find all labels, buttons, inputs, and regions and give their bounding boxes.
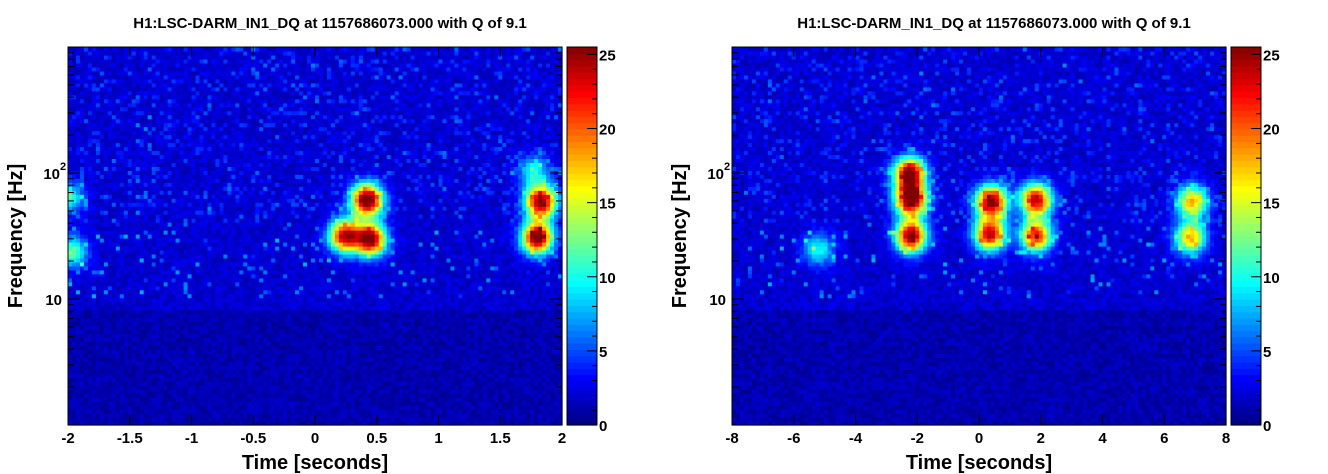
colorbar-tick-label: 10: [1263, 270, 1280, 287]
y-axis-label: Frequency [Hz]: [5, 164, 27, 308]
x-axis-label: Time [seconds]: [242, 452, 388, 474]
x-tick-label: 0: [311, 430, 319, 447]
x-tick-label: -8: [725, 430, 738, 447]
colorbar: 0 5 10 15 20 25: [1230, 46, 1280, 435]
x-tick-label: 6: [1160, 430, 1168, 447]
y-tick-label-10: 10: [709, 292, 726, 309]
x-axis: -2 -1.5 -1 -0.5 0 0.5 1 1.5 2 Time [seconds]: [61, 47, 566, 474]
colorbar-tick-label: 0: [1263, 418, 1271, 435]
x-tick-label: 2: [1037, 430, 1045, 447]
chart-title: H1:LSC-DARM_IN1_DQ at 1157686073.000 wit…: [40, 15, 620, 32]
x-tick-label: -1.5: [117, 430, 143, 447]
x-tick-label: 4: [1098, 430, 1107, 447]
y-axis-label: Frequency [Hz]: [669, 164, 691, 308]
colorbar-tick-label: 25: [1263, 47, 1280, 64]
x-tick-label: -1: [185, 430, 198, 447]
spectrogram-field: [68, 47, 563, 426]
x-tick-label: -2: [61, 430, 74, 447]
x-tick-label: 1.5: [490, 430, 511, 447]
x-tick-label: 0: [975, 430, 983, 447]
colorbar-tick-label: 10: [599, 270, 616, 287]
chart-title: H1:LSC-DARM_IN1_DQ at 1157686073.000 wit…: [704, 15, 1284, 32]
colorbar-tick-label: 20: [599, 122, 616, 139]
x-tick-label: -2: [911, 430, 924, 447]
x-axis: -8 -6 -4 -2 0 2 4 6 8 Time [seconds]: [725, 47, 1230, 474]
x-tick-label: -4: [849, 430, 863, 447]
x-tick-label: -0.5: [240, 430, 266, 447]
spectrogram-panel-left: H1:LSC-DARM_IN1_DQ at 1157686073.000 wit…: [5, 15, 620, 474]
x-axis-label: Time [seconds]: [906, 452, 1052, 474]
x-tick-label: 1: [434, 430, 442, 447]
spectrogram-field: [732, 47, 1227, 426]
colorbar-tick-label: 15: [1263, 196, 1280, 213]
y-tick-label-100: 10: [43, 166, 60, 183]
x-tick-label: -6: [787, 430, 800, 447]
spectrogram-panel-right: H1:LSC-DARM_IN1_DQ at 1157686073.000 wit…: [664, 0, 1328, 474]
colorbar: 0 5 10 15 20 25: [566, 46, 616, 435]
y-tick-label-10: 10: [45, 292, 62, 309]
y-tick-label-100: 10: [707, 166, 724, 183]
x-tick-label: 2: [558, 430, 566, 447]
x-tick-label: 0.5: [366, 430, 387, 447]
colorbar-tick-label: 20: [1263, 122, 1280, 139]
colorbar-tick-label: 15: [599, 196, 616, 213]
y-tick-label-100-exponent: 2: [60, 161, 66, 173]
colorbar-tick-label: 5: [599, 344, 607, 361]
y-tick-label-100-exponent: 2: [724, 161, 730, 173]
x-tick-label: 8: [1222, 430, 1230, 447]
colorbar-tick-label: 0: [599, 418, 607, 435]
colorbar-tick-label: 25: [599, 47, 616, 64]
colorbar-tick-label: 5: [1263, 344, 1271, 361]
